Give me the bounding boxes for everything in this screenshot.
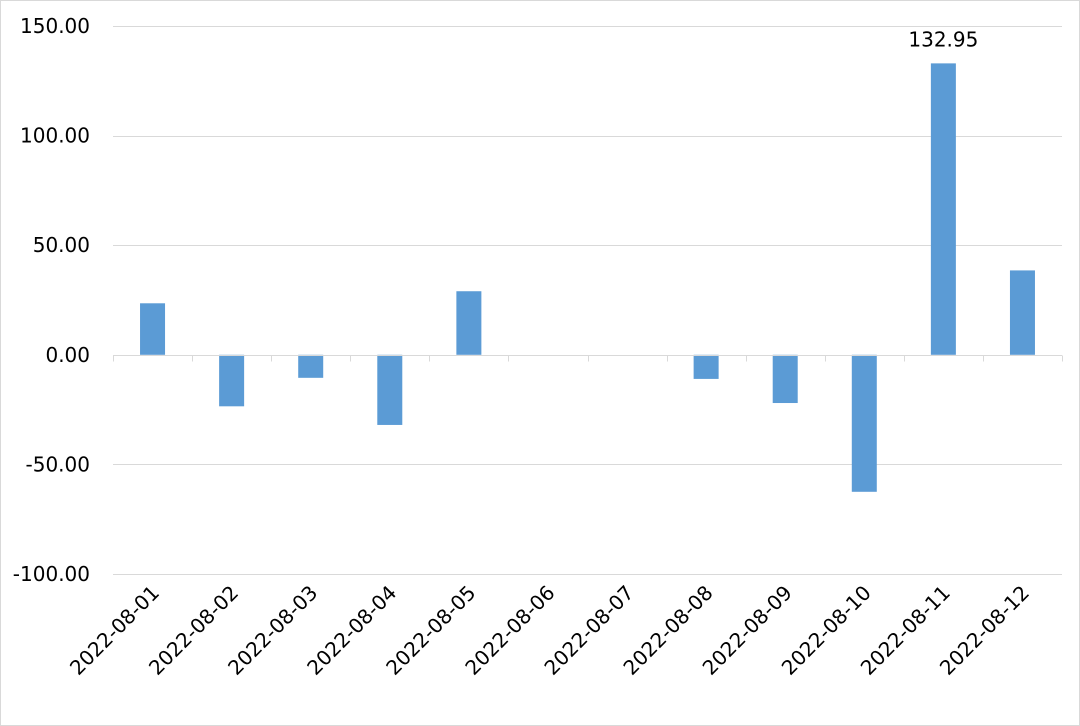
bar (772, 354, 798, 404)
bar (140, 303, 166, 355)
bar (1009, 270, 1035, 355)
bar (377, 354, 403, 425)
y-tick-label: -50.00 (26, 452, 90, 476)
y-tick-label: 50.00 (33, 233, 90, 257)
bar (298, 354, 324, 378)
bars (140, 63, 1035, 492)
data-label: 132.95 (908, 27, 978, 51)
axes (113, 355, 1063, 362)
gridlines (113, 26, 1062, 575)
y-tick-label: -100.00 (13, 562, 90, 586)
y-tick-label: 150.00 (20, 14, 90, 38)
bar (456, 291, 482, 355)
bar (851, 354, 877, 492)
bar (930, 63, 956, 355)
y-tick-label: 100.00 (20, 124, 90, 148)
y-tick-label: 0.00 (45, 343, 90, 367)
labels: 150.00100.0050.000.00-50.00-100.002022-0… (13, 14, 1034, 680)
bar (693, 354, 719, 379)
bar (219, 354, 245, 407)
